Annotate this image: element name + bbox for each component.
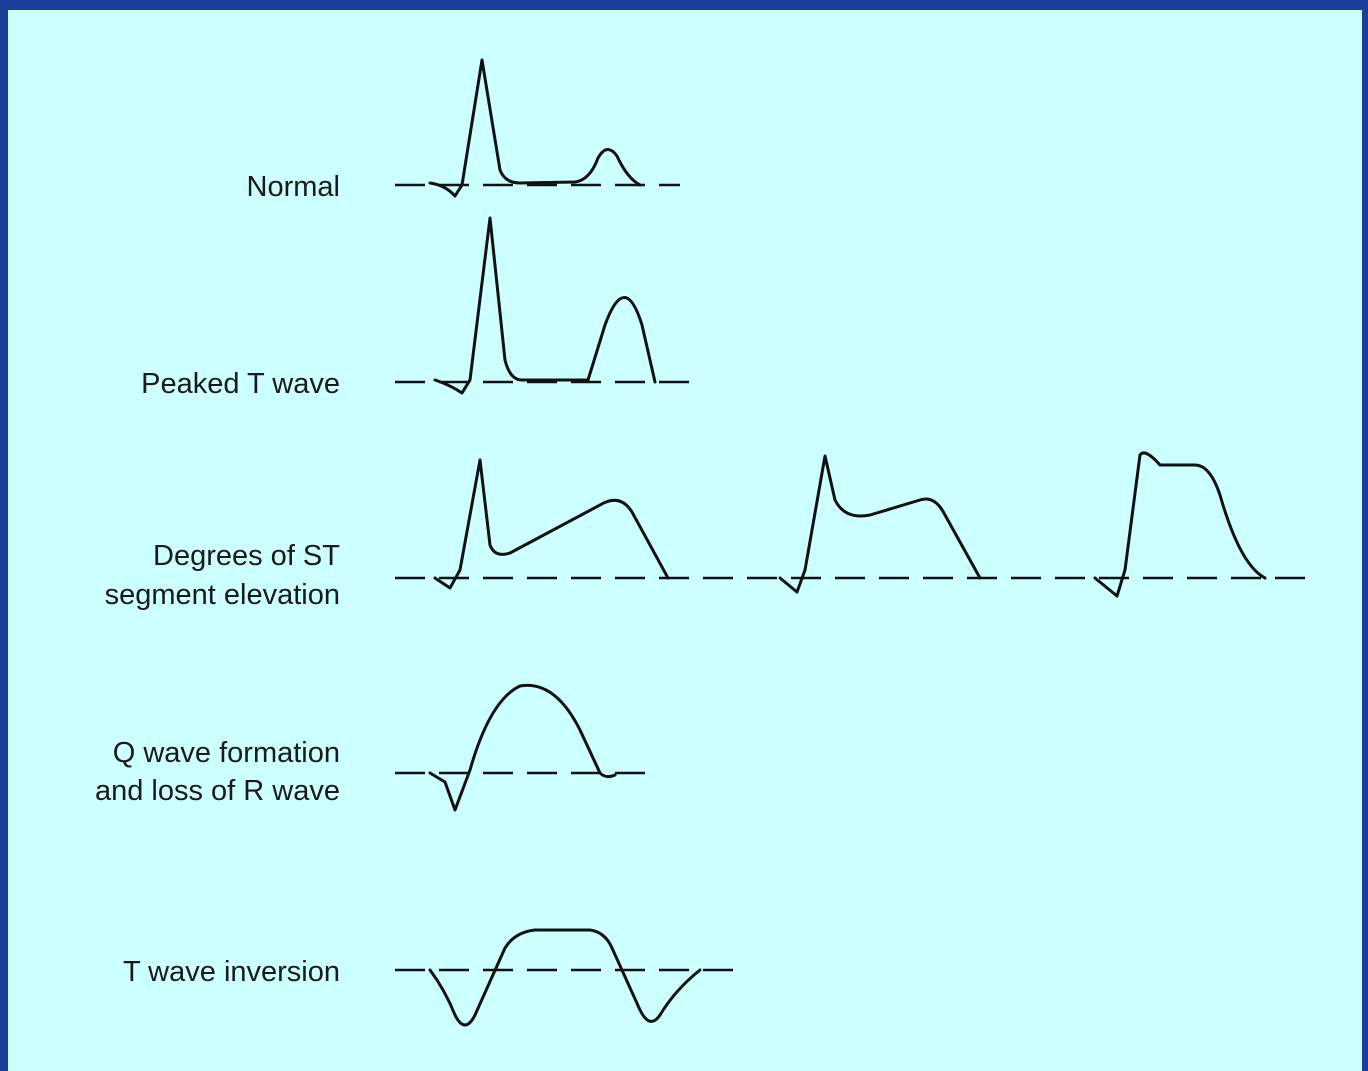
ecg-wave [1093,451,1267,598]
row-label: Peaked T wave [141,368,340,400]
ecg-wave [433,458,670,590]
row-label: T wave inversion [123,956,340,988]
row-label: Q wave formation [113,737,340,769]
row-label: and loss of R wave [95,775,340,807]
ecg-wave [433,216,657,395]
ecg-wave [428,58,642,198]
row-label: Degrees of ST [153,540,340,572]
ecg-wave [778,454,982,594]
ecg-wave [428,683,617,812]
panel [8,10,1362,1071]
row-label: Normal [247,171,340,203]
row-label: segment elevation [105,579,340,611]
ecg-wave [428,928,702,1027]
